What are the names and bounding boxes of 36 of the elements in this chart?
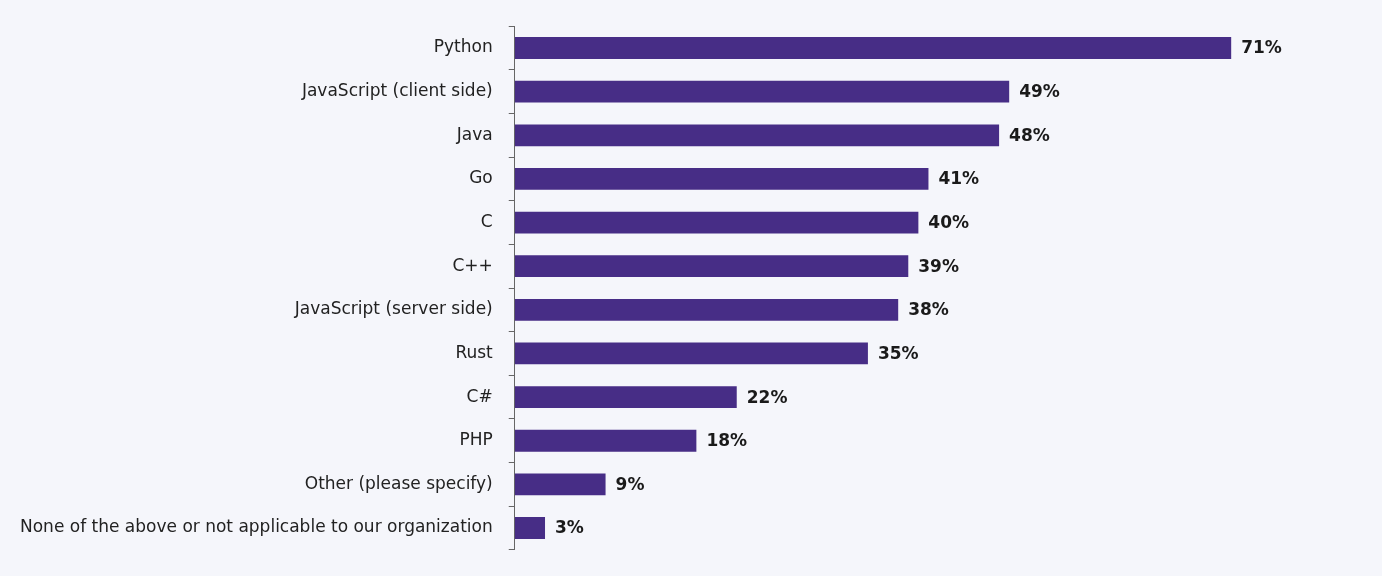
data-label: 40%: [928, 211, 970, 232]
y-tick-label: None of the above or not applicable to our organization: [20, 516, 493, 537]
data-label: 18%: [706, 430, 748, 451]
y-tick-label: C#: [466, 385, 493, 406]
data-label: 48%: [1009, 124, 1050, 145]
y-tick-label: Java: [455, 123, 493, 144]
y-tick-label: C++: [452, 254, 493, 275]
y-tick-label: Other (please specify): [304, 472, 493, 493]
bar: [514, 124, 1000, 147]
data-label: 35%: [877, 342, 919, 363]
bar: [514, 37, 1232, 59]
bar: [514, 517, 546, 539]
y-tick-label: JavaScript (server side): [293, 298, 493, 319]
bar: [514, 386, 737, 408]
y-tick-label: Rust: [455, 341, 494, 362]
data-label: 39%: [918, 255, 959, 276]
bar: [514, 80, 1010, 103]
bar: [514, 298, 899, 321]
bar: [514, 473, 606, 496]
data-label: 41%: [938, 168, 980, 189]
data-label: 3%: [555, 517, 584, 538]
bar: [514, 211, 919, 234]
bar: [514, 342, 868, 365]
y-tick-label: PHP: [459, 429, 493, 450]
y-tick-label: C: [480, 210, 493, 231]
data-label: 71%: [1241, 37, 1282, 58]
data-label: 49%: [1019, 81, 1060, 102]
bar: [514, 168, 929, 190]
y-tick-label: Go: [469, 167, 493, 188]
data-label: 9%: [615, 473, 645, 494]
bar: [514, 255, 909, 278]
data-label: 22%: [746, 386, 788, 407]
bar: [514, 429, 697, 452]
y-tick-label: JavaScript (client side): [300, 80, 493, 101]
data-label: 38%: [908, 299, 949, 320]
y-tick-label: Python: [433, 36, 493, 57]
